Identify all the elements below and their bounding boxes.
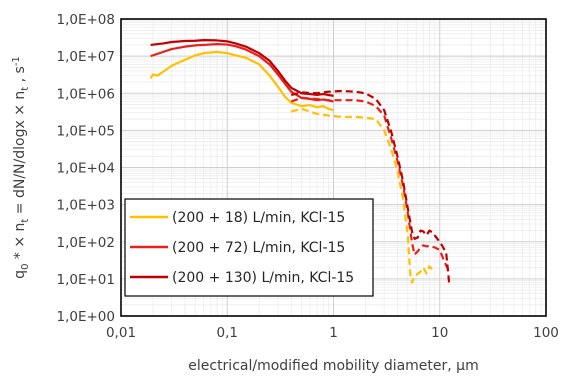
series-2-dashed-line xyxy=(290,96,450,270)
legend-label-3: (200 + 130) L/min, KCl-15 xyxy=(172,270,354,286)
x-tick-label: 1 xyxy=(329,325,338,341)
y-tick-label: 1,0E+02 xyxy=(57,235,116,251)
y-tick-label: 1,0E+08 xyxy=(57,12,116,28)
x-tick-label: 0,01 xyxy=(106,325,136,341)
x-tick-label: 0,1 xyxy=(217,325,238,341)
legend-items: (200 + 18) L/min, KCl-15 (200 + 72) L/min… xyxy=(130,210,354,286)
x-axis-title: electrical/modified mobility diameter, µ… xyxy=(188,358,478,374)
series-1-solid-line xyxy=(149,50,334,112)
y-tick-label: 1,0E+03 xyxy=(57,198,116,214)
x-tick-label: 10 xyxy=(431,325,448,341)
y-tick-label: 1,0E+00 xyxy=(57,309,116,325)
x-axis-ticks: 0,01 0,1 1 10 100 xyxy=(106,325,559,341)
y-tick-label: 1,0E+06 xyxy=(57,86,116,102)
legend-label-1: (200 + 18) L/min, KCl-15 xyxy=(172,210,345,226)
legend: (200 + 18) L/min, KCl-15 (200 + 72) L/min… xyxy=(124,198,374,297)
y-axis-ticks: 1,0E+00 1,0E+01 1,0E+02 1,0E+03 1,0E+04 1,0E+… xyxy=(57,12,116,325)
series-3-dashed-line xyxy=(290,89,451,285)
y-tick-label: 1,0E+05 xyxy=(57,123,116,139)
y-tick-label: 1,0E+04 xyxy=(57,161,116,177)
series-layer xyxy=(149,39,451,285)
series-2-solid-line xyxy=(150,43,334,103)
y-tick-label: 1,0E+07 xyxy=(57,49,116,65)
plot-area-border xyxy=(120,18,547,317)
legend-label-2: (200 + 72) L/min, KCl-15 xyxy=(172,240,345,256)
x-tick-label: 100 xyxy=(533,325,559,341)
y-tick-label: 1,0E+01 xyxy=(57,272,116,288)
y-axis-title: q0 * × nt = dN/N/dlogx × nt , s-1 xyxy=(11,56,31,279)
series-3-solid-line xyxy=(150,39,334,97)
